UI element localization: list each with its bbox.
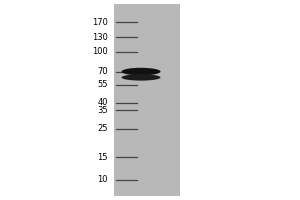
Text: 40: 40 <box>98 98 108 107</box>
Text: 55: 55 <box>98 80 108 89</box>
Text: 170: 170 <box>92 18 108 27</box>
Text: 35: 35 <box>98 106 108 115</box>
Ellipse shape <box>122 68 160 75</box>
Text: 100: 100 <box>92 47 108 56</box>
Text: 15: 15 <box>98 153 108 162</box>
Ellipse shape <box>122 74 160 81</box>
Bar <box>114 4 180 196</box>
Text: 130: 130 <box>92 33 108 42</box>
Text: 70: 70 <box>98 67 108 76</box>
Text: 25: 25 <box>98 124 108 133</box>
Text: 10: 10 <box>98 175 108 184</box>
